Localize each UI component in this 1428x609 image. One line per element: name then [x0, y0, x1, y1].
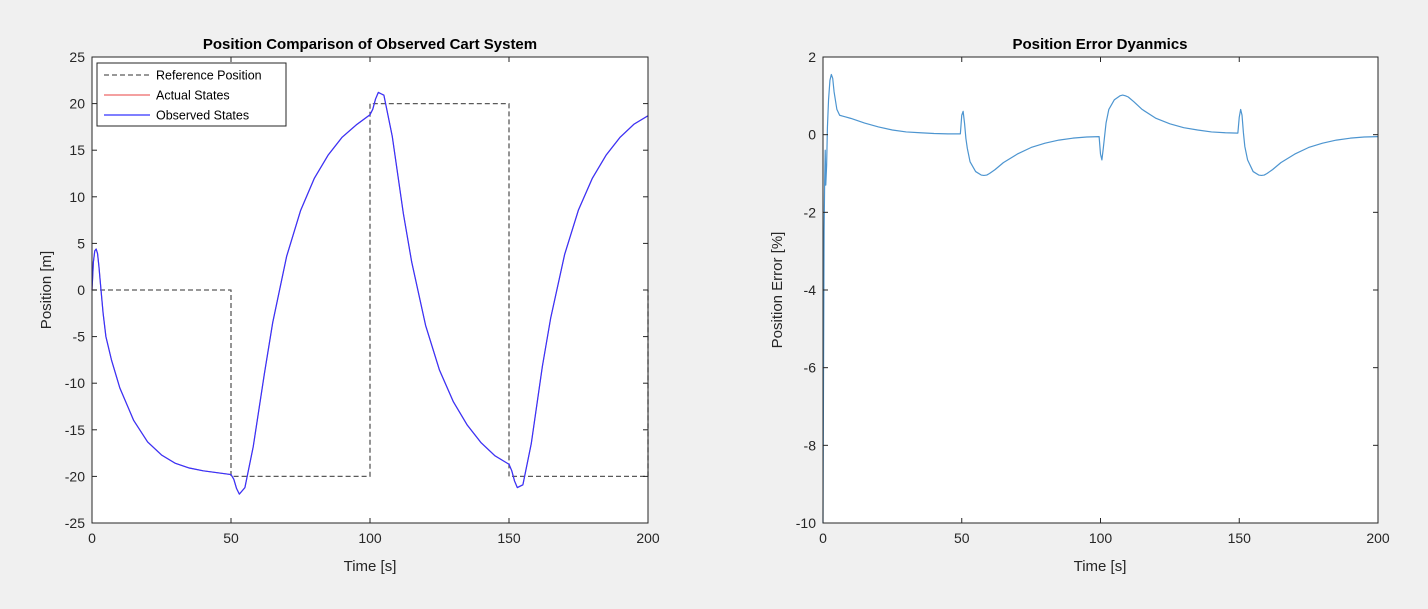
position-y-tick-label: 20: [69, 96, 85, 112]
position-y-tick-label: -20: [65, 468, 85, 484]
error-x-tick-label: 200: [1366, 530, 1390, 546]
error-chart-title: Position Error Dyanmics: [1012, 36, 1187, 53]
error-y-tick-label: -2: [804, 204, 817, 220]
position-y-tick-label: -10: [65, 375, 85, 391]
position-series-line-2: [91, 91, 649, 495]
error-x-tick-label: 150: [1228, 530, 1252, 546]
position-x-tick-label: 50: [223, 530, 239, 546]
position-error-chart: 0 50 100 150 200 -10 -8 -6 -4 -2 0 2 Position Error…: [769, 36, 1390, 575]
position-comparison-chart: 0 50 100 150 200 -25 -20 -15 -10 -5 0 5 10 15 20 25 Pos…: [38, 36, 660, 575]
error-series-group: [822, 73, 1379, 524]
position-legend: Reference Position Actual States Observe…: [96, 62, 287, 127]
position-x-tick-label: 200: [636, 530, 660, 546]
error-x-tick-label: 0: [819, 530, 827, 546]
position-y-tick-label: 5: [77, 235, 85, 251]
error-y-tick-label: -6: [804, 360, 817, 376]
error-y-tick-label: -10: [796, 515, 816, 531]
position-x-axis-label: Time [s]: [344, 558, 397, 575]
legend-label-reference: Reference Position: [156, 69, 262, 83]
legend-label-actual: Actual States: [156, 89, 230, 103]
error-axes-box: [822, 56, 1379, 524]
error-y-tick-label: -4: [804, 282, 817, 298]
error-axes-background: [822, 56, 1379, 524]
position-y-tick-label: 0: [77, 282, 85, 298]
position-y-tick-label: 25: [69, 49, 85, 65]
error-y-axis-label: Position Error [%]: [769, 232, 786, 349]
error-x-axis-label: Time [s]: [1074, 558, 1127, 575]
position-ticks-group: 0 50 100 150 200 -25 -20 -15 -10 -5 0 5 10 15 20 25: [65, 49, 660, 546]
position-chart-title: Position Comparison of Observed Cart Sys…: [203, 36, 537, 53]
position-y-tick-label: -25: [65, 515, 85, 531]
error-y-tick-label: 2: [808, 49, 816, 65]
error-y-tick-label: 0: [808, 127, 816, 143]
legend-label-observed: Observed States: [156, 109, 249, 123]
error-y-tick-label: -8: [804, 437, 817, 453]
position-x-tick-label: 150: [497, 530, 521, 546]
position-axes-box: [91, 56, 649, 524]
position-x-tick-label: 0: [88, 530, 96, 546]
position-y-tick-label: -5: [73, 329, 86, 345]
position-y-tick-label: -15: [65, 422, 85, 438]
error-x-tick-label: 50: [954, 530, 970, 546]
position-series-group: [91, 91, 649, 495]
error-x-tick-label: 100: [1089, 530, 1113, 546]
position-y-tick-label: 10: [69, 189, 85, 205]
position-y-tick-label: 15: [69, 142, 85, 158]
position-x-tick-label: 100: [358, 530, 382, 546]
position-y-axis-label: Position [m]: [38, 251, 55, 329]
position-series-line-0: [92, 102, 649, 478]
error-series-line-0: [822, 73, 1379, 524]
